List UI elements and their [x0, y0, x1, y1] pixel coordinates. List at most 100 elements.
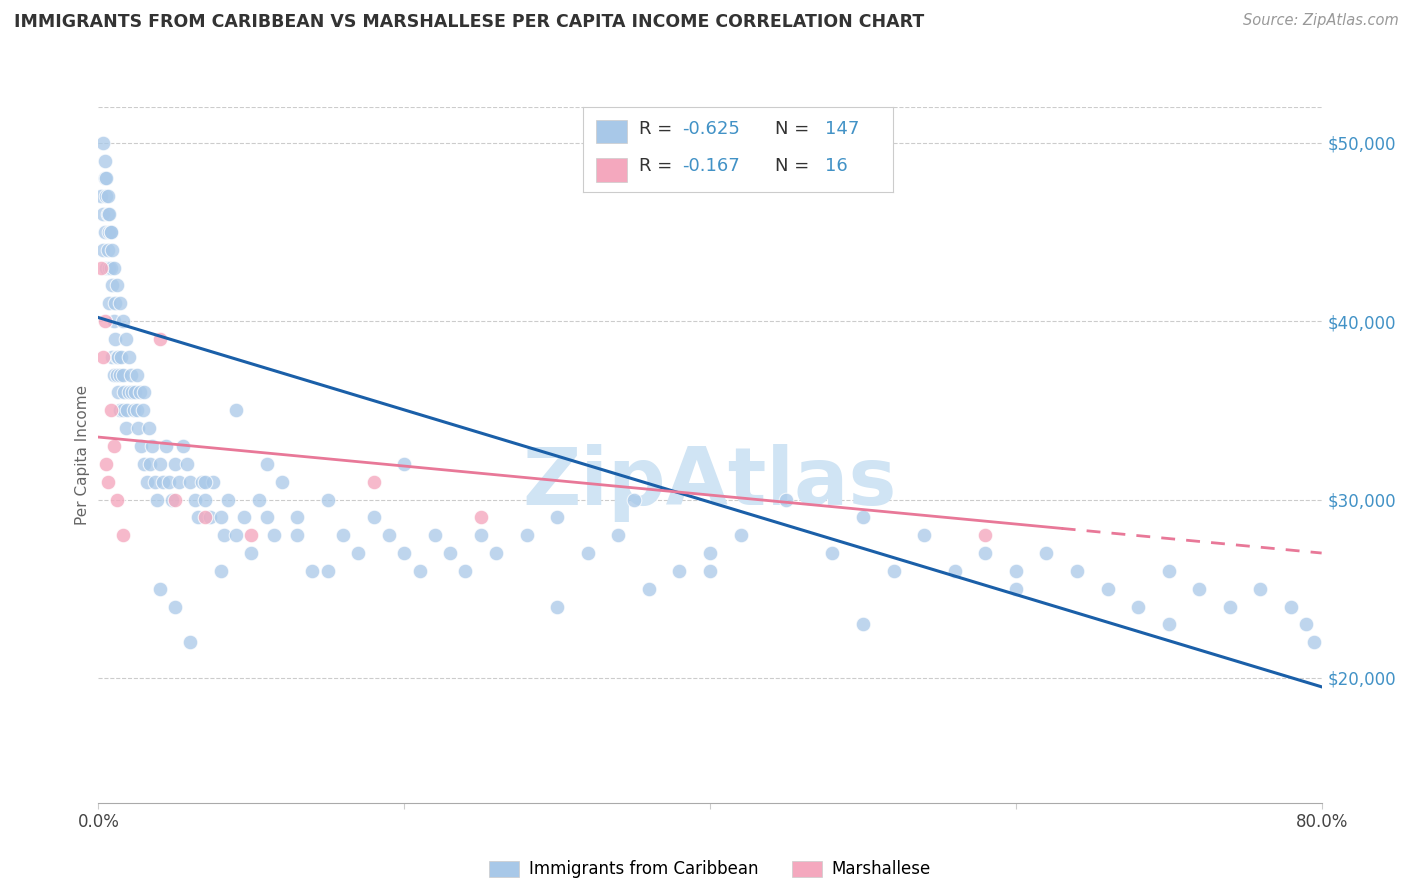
Point	[408, 564, 430, 578]
Point	[157, 475, 180, 489]
Point	[134, 457, 156, 471]
Text: -0.167: -0.167	[682, 157, 740, 176]
Point	[378, 528, 401, 542]
Point	[852, 510, 875, 524]
Text: ZipAtlas: ZipAtlas	[523, 443, 897, 522]
Point	[1157, 617, 1180, 632]
Point	[149, 457, 172, 471]
Point	[194, 510, 217, 524]
Point	[97, 207, 120, 221]
Point	[184, 492, 207, 507]
Point	[347, 546, 370, 560]
Point	[101, 243, 124, 257]
Point	[163, 457, 186, 471]
Point	[212, 528, 235, 542]
Point	[103, 368, 125, 382]
Point	[1004, 564, 1026, 578]
Point	[98, 225, 121, 239]
Point	[392, 457, 416, 471]
Point	[98, 260, 121, 275]
Point	[285, 528, 308, 542]
Point	[103, 260, 125, 275]
Point	[699, 564, 721, 578]
Point	[194, 492, 217, 507]
Point	[138, 421, 160, 435]
Point	[454, 564, 477, 578]
Point	[363, 510, 385, 524]
Point	[194, 475, 217, 489]
Point	[225, 403, 247, 417]
Point	[516, 528, 538, 542]
Point	[111, 528, 134, 542]
Point	[1303, 635, 1326, 649]
Point	[332, 528, 354, 542]
Point	[217, 492, 239, 507]
Point	[1279, 599, 1302, 614]
Point	[172, 439, 194, 453]
Point	[225, 528, 247, 542]
Point	[149, 332, 172, 346]
Point	[108, 296, 131, 310]
Point	[974, 528, 997, 542]
Point	[187, 510, 209, 524]
Point	[821, 546, 844, 560]
Point	[232, 510, 254, 524]
Point	[301, 564, 323, 578]
Point	[97, 475, 120, 489]
Text: N =: N =	[775, 120, 815, 138]
Text: R =: R =	[640, 120, 678, 138]
Point	[103, 439, 125, 453]
Point	[94, 457, 117, 471]
Point	[93, 153, 115, 168]
Point	[103, 314, 125, 328]
Point	[105, 368, 128, 382]
Point	[775, 492, 797, 507]
Text: 147: 147	[825, 120, 859, 138]
Point	[132, 403, 155, 417]
Point	[730, 528, 752, 542]
Point	[1157, 564, 1180, 578]
Point	[100, 260, 122, 275]
Point	[176, 457, 198, 471]
Point	[93, 314, 115, 328]
Point	[105, 278, 128, 293]
Point	[117, 403, 139, 417]
Text: -0.625: -0.625	[682, 120, 741, 138]
Point	[1035, 546, 1057, 560]
Point	[110, 350, 132, 364]
Point	[125, 403, 148, 417]
Point	[152, 475, 174, 489]
Point	[209, 510, 232, 524]
Point	[392, 546, 416, 560]
Point	[270, 475, 292, 489]
Point	[1097, 582, 1119, 596]
Point	[974, 546, 997, 560]
Point	[136, 475, 159, 489]
Point	[94, 171, 117, 186]
Point	[145, 492, 167, 507]
Point	[134, 385, 156, 400]
Point	[128, 385, 150, 400]
Point	[143, 475, 166, 489]
Point	[115, 421, 138, 435]
Point	[546, 510, 568, 524]
Text: Source: ZipAtlas.com: Source: ZipAtlas.com	[1243, 13, 1399, 29]
Point	[256, 457, 278, 471]
Point	[943, 564, 966, 578]
Point	[191, 475, 214, 489]
Point	[883, 564, 905, 578]
Legend: Immigrants from Caribbean, Marshallese: Immigrants from Caribbean, Marshallese	[482, 854, 938, 885]
Point	[912, 528, 935, 542]
Point	[607, 528, 630, 542]
Point	[93, 171, 115, 186]
Point	[141, 439, 163, 453]
Point	[1295, 617, 1317, 632]
Point	[107, 385, 129, 400]
Bar	[596, 120, 627, 144]
Point	[97, 189, 120, 203]
Point	[125, 368, 148, 382]
Point	[93, 225, 115, 239]
Point	[1066, 564, 1088, 578]
Point	[107, 350, 129, 364]
Point	[668, 564, 690, 578]
